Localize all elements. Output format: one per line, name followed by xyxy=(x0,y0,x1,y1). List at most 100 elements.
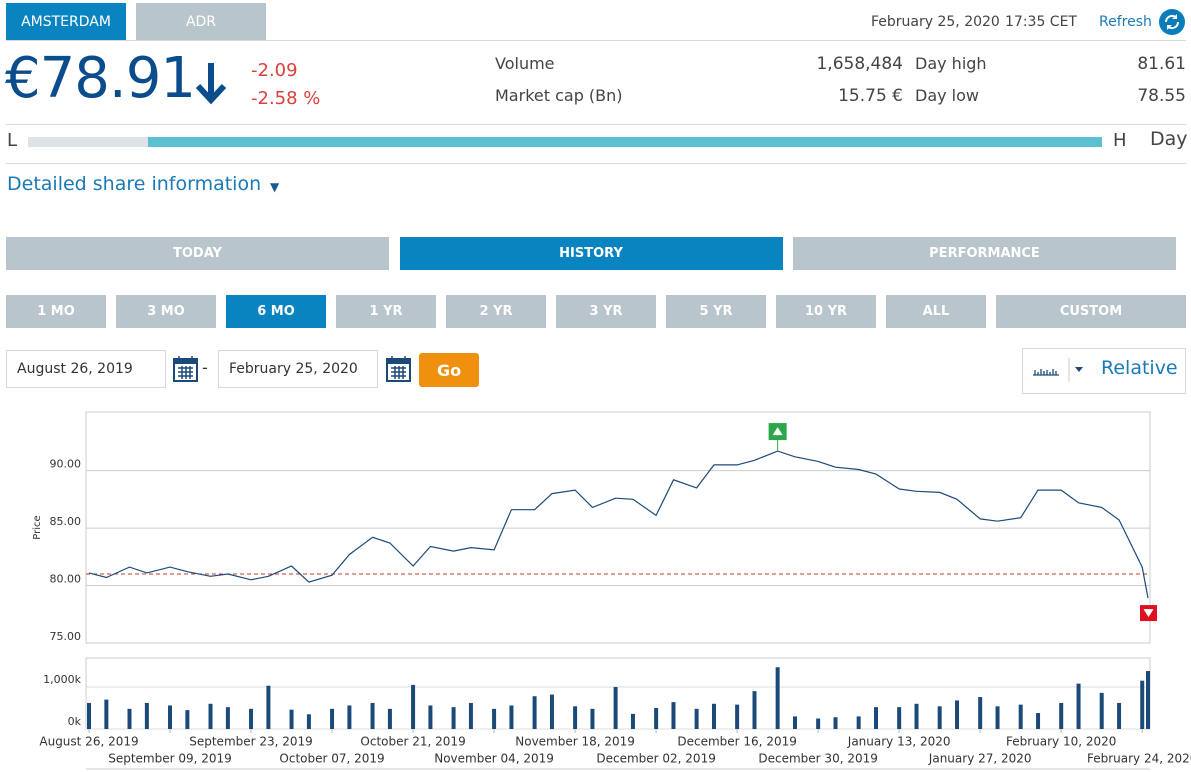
volume-bar xyxy=(1099,692,1104,729)
refresh-link[interactable]: Refresh xyxy=(1099,14,1152,30)
date: February 25, 2020 xyxy=(871,14,1000,30)
period-button[interactable]: 5 YR xyxy=(666,295,766,328)
stat-value: 81.61 xyxy=(1137,54,1186,74)
low-arrow xyxy=(1143,609,1154,618)
volume-bar xyxy=(1059,702,1064,729)
volume-bar xyxy=(468,702,473,729)
volume-bar xyxy=(1117,702,1122,729)
dash: - xyxy=(202,358,208,377)
volume-bar xyxy=(492,708,497,729)
volume-bar xyxy=(671,702,676,729)
plot-frame xyxy=(85,657,1151,730)
y-tick-label: 0k xyxy=(68,715,82,728)
period-button[interactable]: 2 YR xyxy=(446,295,546,328)
x-tick-label: December 02, 2019 xyxy=(596,752,715,766)
stat-label: Market cap (Bn) xyxy=(495,86,623,105)
x-tick-label: January 27, 2020 xyxy=(928,752,1032,766)
calendar-icon[interactable] xyxy=(386,355,411,382)
chart-type-icon[interactable] xyxy=(1030,358,1090,382)
volume-bar xyxy=(225,707,230,729)
x-tick-label: September 09, 2019 xyxy=(108,752,232,766)
volume-bar xyxy=(978,697,983,729)
high-marker xyxy=(768,423,787,441)
date-from[interactable]: August 26, 2019 xyxy=(6,350,166,388)
volume-bar xyxy=(168,705,173,729)
stat-value: 15.75 € xyxy=(838,86,903,106)
price: €78.91 xyxy=(5,46,196,111)
go-button[interactable]: Go xyxy=(419,353,479,387)
x-tick-label: September 23, 2019 xyxy=(189,735,313,749)
compare-mode[interactable]: Relative xyxy=(1101,357,1178,379)
volume-bar xyxy=(995,706,1000,729)
volume-bar xyxy=(306,714,311,729)
y-axis-label: Price xyxy=(32,515,43,539)
x-tick-label: December 30, 2019 xyxy=(758,752,877,766)
volume-bar xyxy=(752,691,757,729)
volume-bar xyxy=(1076,683,1081,729)
volume-bar xyxy=(104,699,109,729)
period-button[interactable]: 1 YR xyxy=(336,295,436,328)
volume-bar xyxy=(816,718,821,729)
period-button[interactable]: CUSTOM xyxy=(996,295,1186,328)
y-tick-label: 75.00 xyxy=(50,630,82,643)
volume-bar xyxy=(937,706,942,729)
volume-bar xyxy=(87,702,91,729)
market-tab[interactable]: ADR xyxy=(136,3,266,40)
compare-box[interactable] xyxy=(1022,348,1186,394)
volume-bar xyxy=(208,703,213,729)
x-tick-label: November 04, 2019 xyxy=(434,752,554,766)
x-tick-label: October 21, 2019 xyxy=(360,735,465,749)
volume-bar xyxy=(573,706,578,729)
volume-bar xyxy=(856,716,861,729)
volume-bar xyxy=(1018,704,1023,729)
detail-link[interactable]: Detailed share information xyxy=(7,173,262,195)
x-tick-label: November 18, 2019 xyxy=(515,735,635,749)
volume-bar xyxy=(289,709,294,729)
volume-bar xyxy=(833,717,838,729)
time: 17:35 CET xyxy=(1005,14,1077,30)
volume-bar xyxy=(549,694,554,729)
caret[interactable]: ▼ xyxy=(270,180,280,194)
y-tick-label: 1,000k xyxy=(43,673,81,686)
x-tick-label: February 10, 2020 xyxy=(1006,735,1116,749)
refresh-icon[interactable] xyxy=(1159,9,1185,35)
volume-bar xyxy=(451,707,456,729)
volume-bar xyxy=(347,705,352,729)
change: -2.09 xyxy=(251,60,298,81)
period-button[interactable]: 3 MO xyxy=(116,295,216,328)
view-tab[interactable]: TODAY xyxy=(6,237,389,270)
date-to[interactable]: February 25, 2020 xyxy=(218,350,378,388)
volume-bar xyxy=(630,713,635,729)
down-arrow xyxy=(195,63,227,105)
range-period: Day xyxy=(1150,128,1188,150)
volume-bar xyxy=(874,707,879,729)
volume-bar xyxy=(775,667,780,729)
volume-bar xyxy=(1036,713,1041,729)
period-button[interactable]: 1 MO xyxy=(6,295,106,328)
volume-bar xyxy=(144,702,149,729)
volume-bar xyxy=(249,708,254,729)
period-button[interactable]: 3 YR xyxy=(556,295,656,328)
range-fill xyxy=(148,137,1102,147)
divider xyxy=(6,124,1186,125)
view-tab[interactable]: HISTORY xyxy=(399,237,783,270)
x-tick-label: February 24, 2020 xyxy=(1087,752,1191,766)
period-button[interactable]: ALL xyxy=(886,295,986,328)
period-button[interactable]: 6 MO xyxy=(226,295,326,328)
y-tick-label: 90.00 xyxy=(50,458,82,471)
volume-bar xyxy=(613,686,618,729)
volume-bar xyxy=(428,705,433,729)
view-tab[interactable]: PERFORMANCE xyxy=(793,237,1176,270)
calendar-icon[interactable] xyxy=(173,355,198,382)
period-button[interactable]: 10 YR xyxy=(776,295,876,328)
volume-bar xyxy=(735,704,740,729)
volume-bar xyxy=(711,703,716,729)
market-tab[interactable]: AMSTERDAM xyxy=(6,3,126,40)
range-track xyxy=(28,137,148,147)
x-tick-label: December 16, 2019 xyxy=(677,735,796,749)
volume-bar xyxy=(694,708,699,729)
low-marker xyxy=(1140,605,1157,622)
volume-bar xyxy=(387,708,392,729)
